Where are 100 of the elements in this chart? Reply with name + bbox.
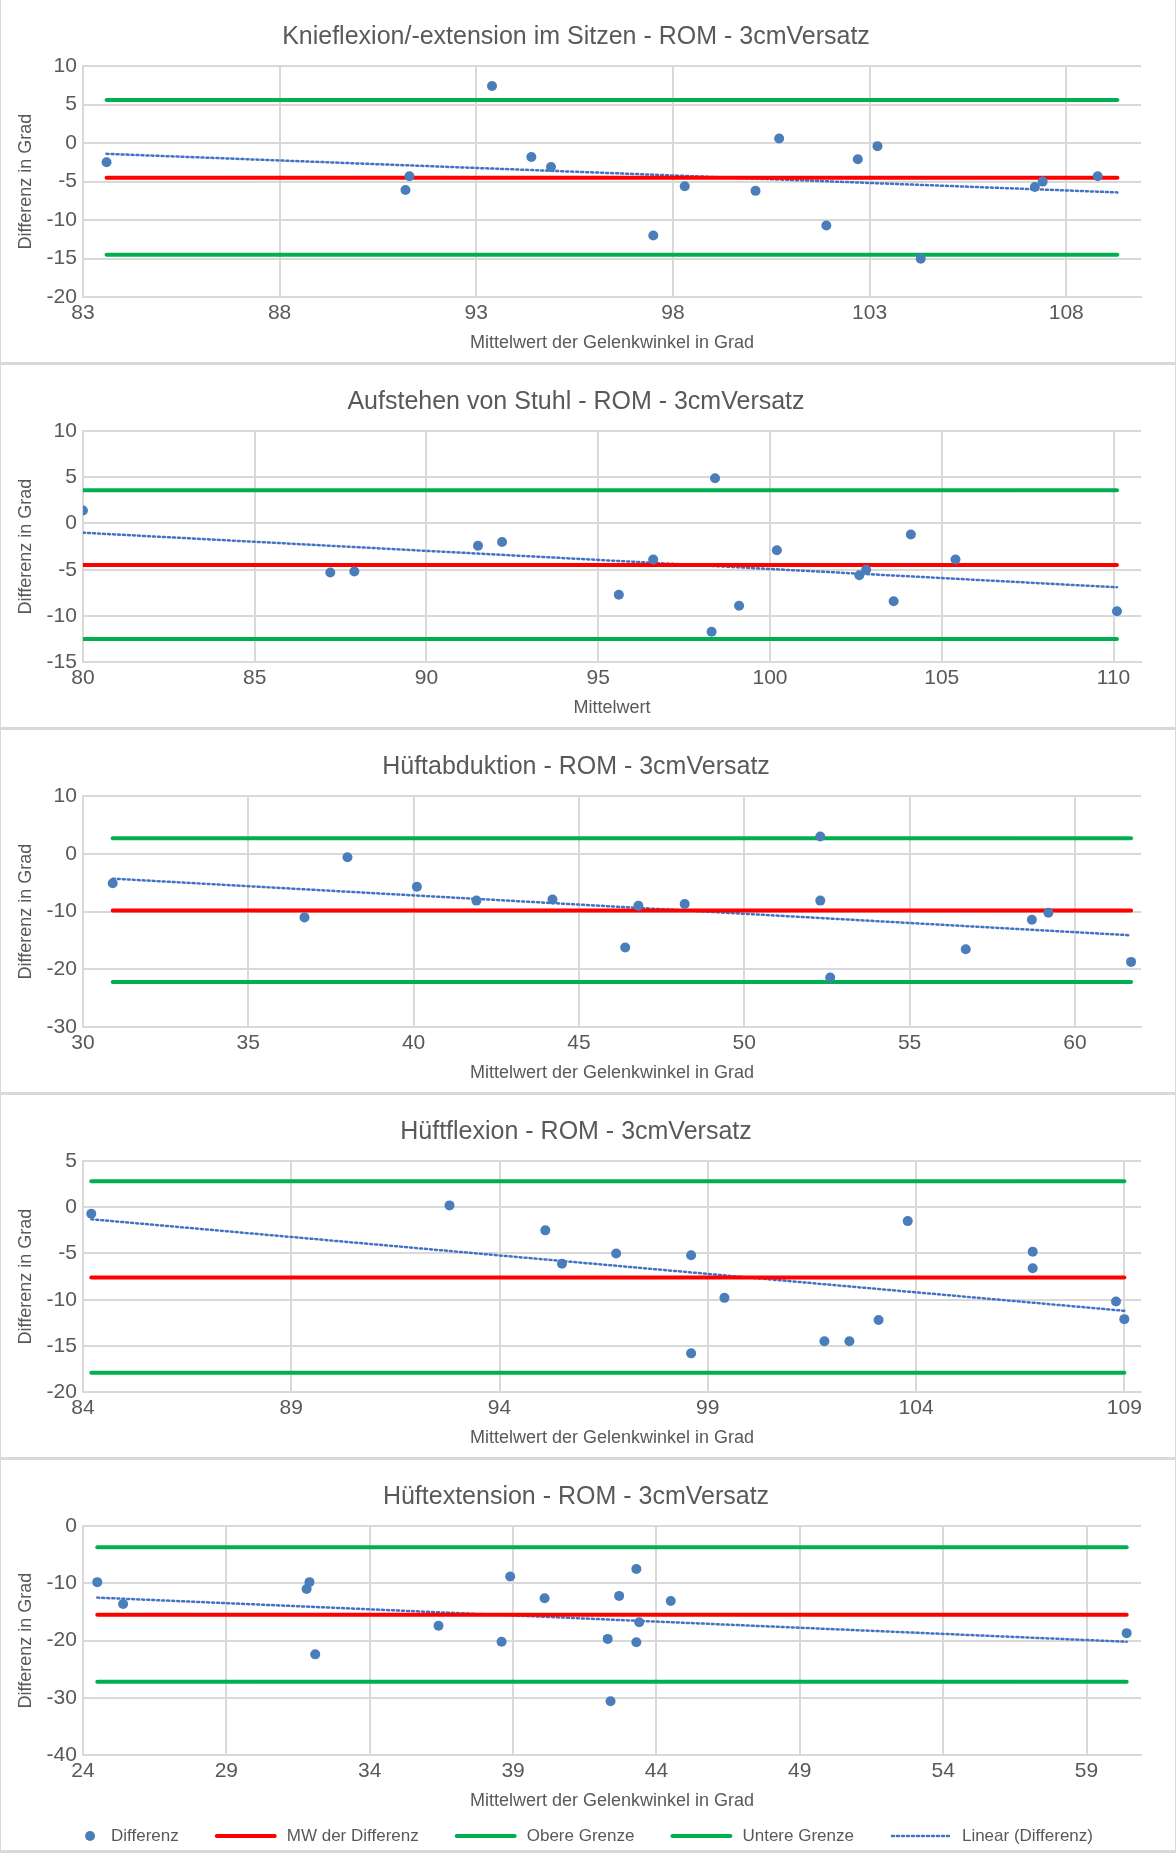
x-tick-label: 104 bbox=[898, 1394, 934, 1418]
x-axis-title: Mittelwert der Gelenkwinkel in Grad bbox=[469, 1790, 755, 1811]
point bbox=[404, 171, 415, 182]
y-tick-label: 0 bbox=[65, 1512, 77, 1536]
point bbox=[905, 529, 916, 540]
point bbox=[719, 1292, 730, 1303]
point bbox=[631, 1637, 642, 1648]
point bbox=[902, 1216, 913, 1227]
point bbox=[888, 596, 899, 607]
point bbox=[1092, 171, 1103, 182]
x-tick-label: 110 bbox=[1096, 664, 1131, 688]
y-tick-label: -20 bbox=[46, 1627, 77, 1651]
x-axis-title: Mittelwert der Gelenkwinkel in Grad bbox=[469, 1062, 755, 1083]
point bbox=[540, 1225, 551, 1236]
x-tick-label: 94 bbox=[487, 1394, 512, 1418]
y-tick-label: -30 bbox=[46, 1684, 77, 1708]
x-tick-label: 35 bbox=[236, 1029, 260, 1053]
point bbox=[1037, 176, 1048, 187]
point bbox=[86, 1208, 97, 1219]
point bbox=[960, 944, 971, 955]
point bbox=[1111, 1296, 1122, 1307]
point bbox=[101, 157, 112, 168]
point bbox=[92, 1577, 103, 1588]
x-tick-label: 45 bbox=[567, 1029, 591, 1053]
point bbox=[107, 878, 118, 889]
chart-title: Hüftabduktion - ROM - 3cmVersatz bbox=[382, 750, 770, 779]
y-axis-title: Differenz in Grad bbox=[14, 843, 35, 980]
legend-label: Linear (Differenz) bbox=[961, 1825, 1093, 1845]
y-tick-label: -10 bbox=[46, 602, 77, 626]
point bbox=[665, 1596, 676, 1607]
y-tick-label: -15 bbox=[46, 1332, 77, 1356]
y-axis-title: Differenz in Grad bbox=[14, 1208, 35, 1345]
point bbox=[505, 1571, 516, 1582]
y-tick-label: -10 bbox=[46, 1286, 77, 1310]
x-tick-label: 99 bbox=[696, 1394, 720, 1418]
point bbox=[774, 133, 785, 144]
y-tick-label: -10 bbox=[46, 206, 77, 230]
point bbox=[631, 1563, 642, 1574]
point bbox=[648, 230, 659, 241]
point bbox=[400, 185, 411, 196]
point bbox=[815, 831, 826, 842]
x-tick-label: 93 bbox=[464, 299, 488, 323]
y-tick-label: 10 bbox=[53, 417, 77, 441]
point bbox=[471, 895, 482, 906]
point bbox=[614, 1590, 625, 1601]
point bbox=[620, 942, 631, 953]
x-tick-label: 88 bbox=[267, 299, 292, 323]
y-tick-label: -5 bbox=[58, 168, 77, 192]
y-tick-label: 10 bbox=[53, 52, 77, 76]
point bbox=[497, 536, 508, 547]
point bbox=[825, 972, 836, 983]
y-tick-label: 5 bbox=[65, 91, 77, 115]
point bbox=[710, 473, 721, 484]
point bbox=[861, 564, 872, 575]
y-tick-label: 0 bbox=[65, 510, 77, 534]
point bbox=[634, 1617, 645, 1628]
x-tick-label: 98 bbox=[661, 299, 685, 323]
x-tick-label: 108 bbox=[1048, 299, 1084, 323]
point bbox=[304, 1577, 315, 1588]
point bbox=[750, 185, 761, 196]
point bbox=[1043, 907, 1054, 918]
x-tick-label: 103 bbox=[852, 299, 888, 323]
point bbox=[821, 220, 832, 231]
point bbox=[1027, 1263, 1038, 1274]
point bbox=[546, 161, 557, 172]
point bbox=[611, 1248, 622, 1259]
y-axis-title: Differenz in Grad bbox=[14, 113, 35, 250]
point bbox=[679, 899, 690, 910]
x-tick-label: 34 bbox=[358, 1757, 382, 1781]
x-tick-label: 60 bbox=[1063, 1029, 1087, 1053]
point bbox=[706, 626, 717, 637]
point bbox=[539, 1593, 550, 1604]
point bbox=[1111, 606, 1122, 617]
y-axis-title: Differenz in Grad bbox=[14, 478, 35, 615]
point bbox=[734, 600, 745, 611]
point bbox=[819, 1336, 830, 1347]
y-tick-label: -5 bbox=[58, 556, 77, 580]
point bbox=[679, 181, 690, 192]
x-tick-label: 50 bbox=[732, 1029, 756, 1053]
point bbox=[1119, 1314, 1130, 1325]
point bbox=[1126, 956, 1137, 967]
point bbox=[556, 1258, 567, 1269]
point bbox=[844, 1336, 855, 1347]
y-tick-label: 5 bbox=[65, 1147, 77, 1171]
point bbox=[342, 852, 353, 863]
x-tick-label: 29 bbox=[214, 1757, 238, 1781]
x-tick-label: 59 bbox=[1074, 1757, 1099, 1781]
point bbox=[444, 1200, 455, 1211]
x-tick-label: 95 bbox=[586, 664, 610, 688]
point bbox=[299, 912, 310, 923]
x-axis-title: Mittelwert der Gelenkwinkel in Grad bbox=[469, 1427, 755, 1448]
point bbox=[487, 81, 498, 92]
legend-label: MW der Differenz bbox=[286, 1825, 419, 1845]
x-tick-label: 89 bbox=[279, 1394, 303, 1418]
x-tick-label: 39 bbox=[501, 1757, 525, 1781]
x-tick-label: 109 bbox=[1106, 1394, 1142, 1418]
point bbox=[1026, 914, 1037, 925]
x-tick-label: 54 bbox=[931, 1757, 956, 1781]
point bbox=[473, 540, 483, 551]
point bbox=[771, 545, 782, 556]
